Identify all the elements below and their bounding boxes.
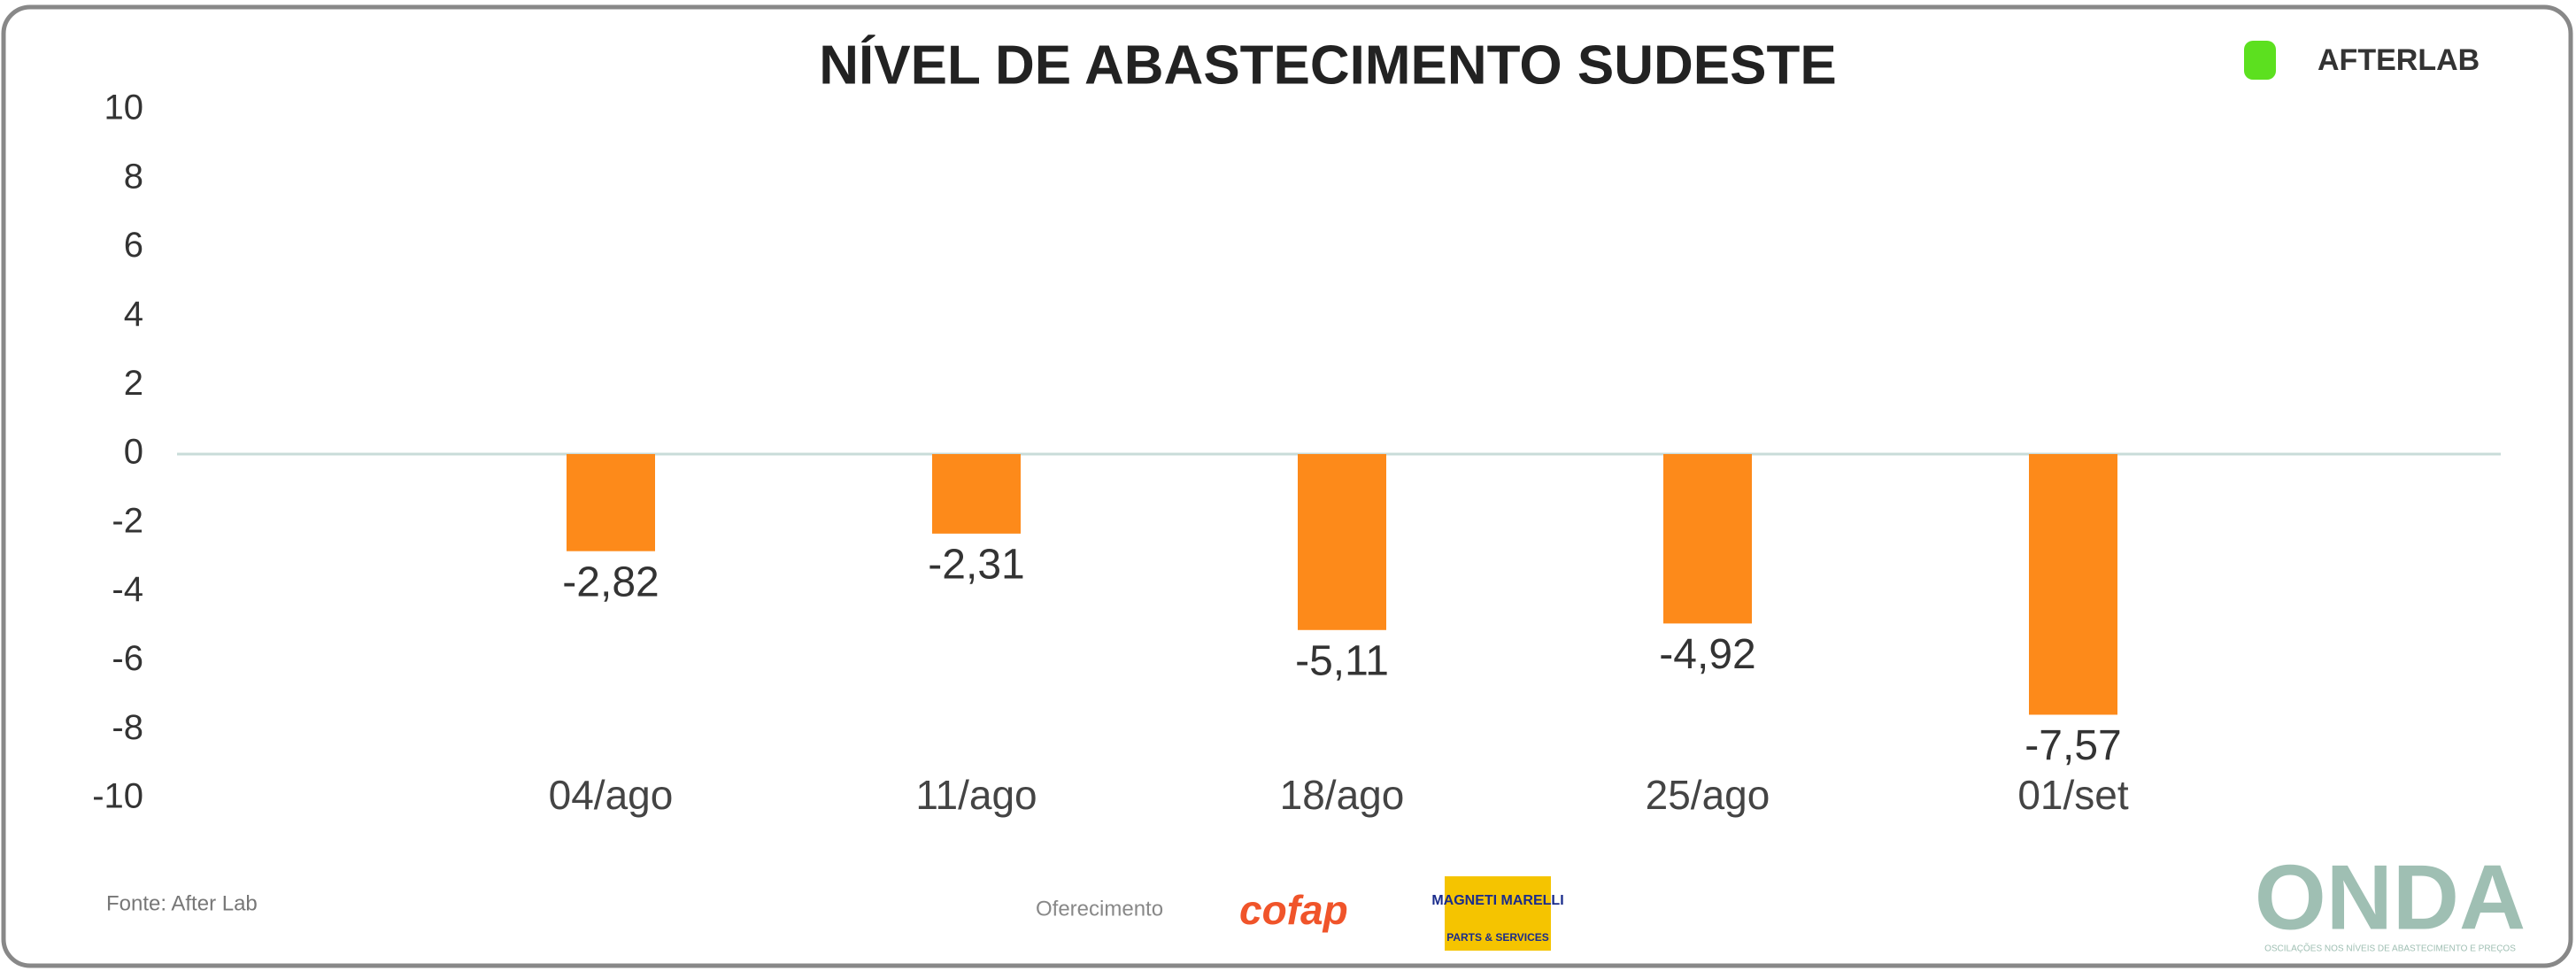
y-tick-label: -2	[112, 501, 143, 540]
brand: AFTERLAB	[2318, 43, 2480, 77]
y-tick-label: 6	[124, 226, 143, 265]
footer-logo: ONDA	[2255, 846, 2526, 949]
sponsor-label: Oferecimento	[1036, 897, 1163, 921]
x-tick-label: 18/ago	[1280, 772, 1405, 818]
value-label: -2,82	[562, 559, 659, 605]
value-label: -4,92	[1659, 631, 1755, 678]
x-tick-label: 25/ago	[1646, 772, 1770, 818]
sponsor-box	[1445, 876, 1551, 951]
y-tick-label: -8	[112, 708, 143, 747]
y-tick-label: -6	[112, 639, 143, 678]
sponsor-cofap: cofap	[1239, 887, 1348, 933]
x-tick-label: 01/set	[2017, 772, 2129, 818]
y-tick-label: 0	[124, 433, 143, 472]
footer-tagline: OSCILAÇÕES NOS NÍVEIS DE ABASTECIMENTO E…	[2264, 943, 2516, 954]
bar	[1663, 454, 1752, 624]
bar	[2029, 454, 2117, 715]
brand-icon	[2244, 41, 2276, 80]
sponsor-marelli: MAGNETI MARELLI	[1431, 893, 1563, 908]
sponsor-parts: PARTS & SERVICES	[1446, 931, 1549, 944]
frame	[1, 4, 2573, 968]
value-label: -7,57	[2025, 722, 2121, 769]
bar	[1298, 454, 1386, 630]
y-tick-label: 8	[124, 157, 143, 196]
y-tick-label: 2	[124, 364, 143, 403]
bar	[932, 454, 1021, 534]
chart-title: NÍVEL DE ABASTECIMENTO SUDESTE	[819, 35, 1836, 96]
y-tick-label: 4	[124, 295, 143, 334]
source: Fonte: After Lab	[106, 891, 258, 915]
bar	[567, 454, 655, 551]
x-tick-label: 11/ago	[915, 772, 1037, 818]
y-tick-label: 10	[104, 89, 144, 127]
value-label: -2,31	[928, 542, 1024, 589]
x-tick-label: 04/ago	[549, 772, 674, 818]
y-tick-label: -10	[92, 777, 143, 816]
y-tick-label: -4	[112, 570, 143, 609]
value-label: -5,11	[1295, 637, 1389, 684]
